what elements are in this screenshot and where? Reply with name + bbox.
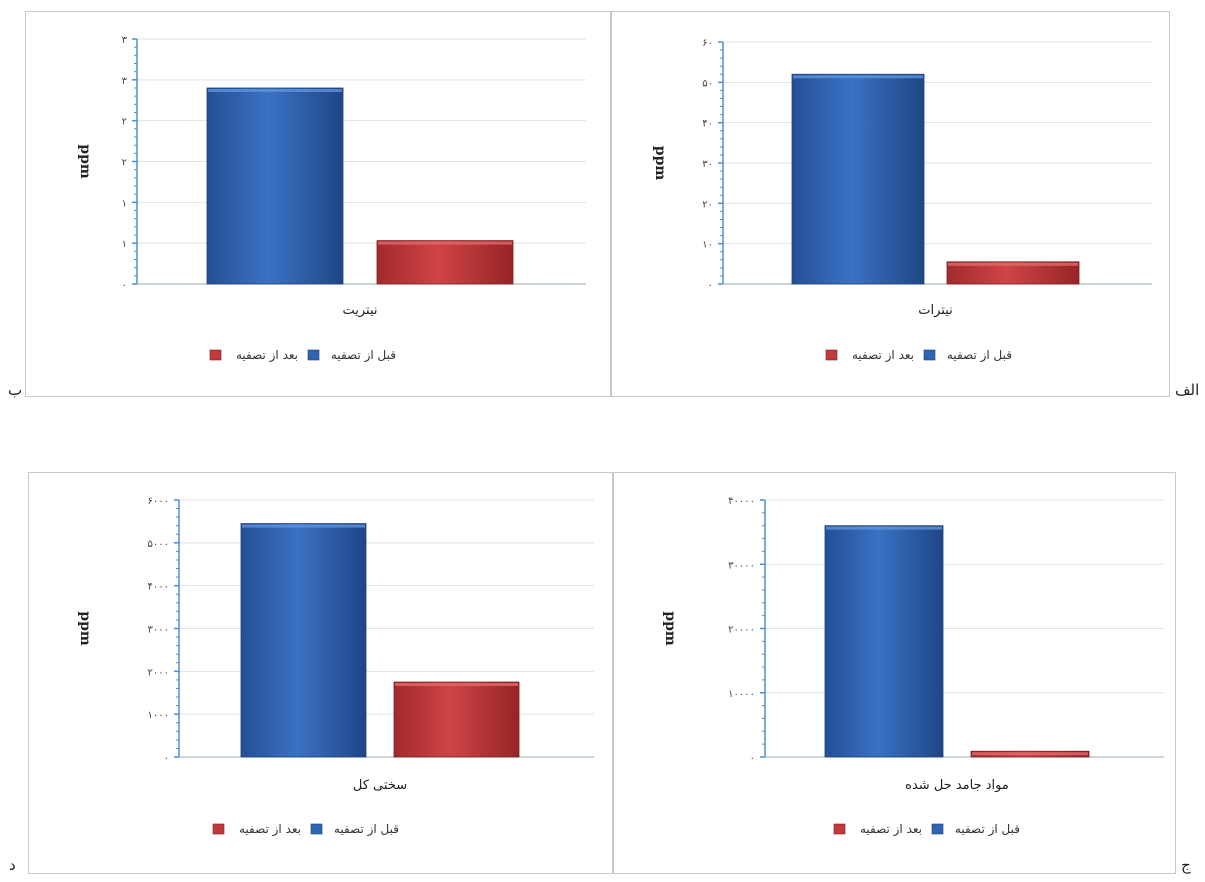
y-tick-label: ۰ xyxy=(708,280,713,291)
panel-label-b: ب xyxy=(8,381,23,399)
y-tick-label: ۴۰۰۰۰ xyxy=(728,496,755,507)
y-tick-label: ۲۰۰۰ xyxy=(148,667,169,678)
bar-before xyxy=(206,87,344,285)
y-tick-label: ۱۰۰۰ xyxy=(148,710,169,721)
y-axis-label: ppm xyxy=(77,144,93,179)
y-tick-label: ۳۰ xyxy=(702,159,713,170)
chart-panel-d: ۰ ۱۰۰۰ ۲۰۰۰ ۳۰۰۰ ۴۰۰۰ ۵۰۰۰ ۶۰۰۰ ppm سختی کل قبل ا… xyxy=(28,472,613,874)
chart-svg-c: ۰ ۱۰۰۰۰ ۲۰۰۰۰ ۳۰۰۰۰ ۴۰۰۰۰ ppm مواد جامد حل شده… xyxy=(662,496,1164,837)
chart-svg-a: ۰ ۱۰ ۲۰ ۳۰ ۴۰ ۵۰ ۶۰ ppm نیترات قبل از تصفیه بعد از… xyxy=(652,38,1152,363)
panel-label-a: الف xyxy=(1175,381,1200,399)
bar-highlight xyxy=(793,75,923,79)
legend: قبل از تصفیه بعد از تصفیه xyxy=(212,822,399,837)
legend: قبل از تصفیه بعد از تصفیه xyxy=(209,348,396,363)
y-axis-label: ppm xyxy=(652,146,668,181)
bar-after xyxy=(376,240,514,285)
legend-label-before: قبل از تصفیه xyxy=(334,822,399,837)
chart-panel-a: ۰ ۱۰ ۲۰ ۳۰ ۴۰ ۵۰ ۶۰ ppm نیترات قبل از تصفیه بعد از… xyxy=(611,11,1170,397)
y-tick-label: ۲۰۰۰۰ xyxy=(728,625,755,636)
y-tick-label: ۲ xyxy=(122,117,127,128)
y-tick-label: ۰ xyxy=(122,280,127,291)
bar-highlight xyxy=(395,683,518,687)
y-axis-label: ppm xyxy=(662,611,678,646)
legend-label-after: بعد از تصفیه xyxy=(236,348,298,363)
legend-swatch-before xyxy=(923,349,936,361)
chart-panel-b: ۰ ۱ ۱ ۲ ۲ ۳ ۳ ppm نیتریت قبل از تصفیه بعد از تصفیه xyxy=(25,11,611,397)
legend-label-after: بعد از تصفیه xyxy=(239,822,301,837)
category-label: مواد جامد حل شده xyxy=(905,778,1009,793)
legend-swatch-after xyxy=(825,349,838,361)
y-tick-label: ۴۰۰۰ xyxy=(148,582,169,593)
bar-highlight xyxy=(826,526,942,530)
legend-label-after: بعد از تصفیه xyxy=(860,822,922,837)
chart-panel-c: ۰ ۱۰۰۰۰ ۲۰۰۰۰ ۳۰۰۰۰ ۴۰۰۰۰ ppm مواد جامد حل شده… xyxy=(613,472,1176,874)
y-axis-label: ppm xyxy=(77,611,93,646)
panel-label-c: ج xyxy=(1181,856,1191,874)
bar-before xyxy=(240,523,367,758)
y-tick-label: ۵۰ xyxy=(702,78,713,89)
y-tick-label: ۶۰۰۰ xyxy=(148,496,169,507)
bar-highlight xyxy=(948,262,1078,266)
y-tick-label: ۶۰ xyxy=(702,38,713,49)
y-tick-label: ۱۰۰۰۰ xyxy=(728,689,755,700)
legend-swatch-before xyxy=(307,349,320,361)
y-tick-label: ۵۰۰۰ xyxy=(148,539,169,550)
legend-label-before: قبل از تصفیه xyxy=(331,348,396,363)
y-tick-label: ۰ xyxy=(164,753,169,764)
chart-svg-d: ۰ ۱۰۰۰ ۲۰۰۰ ۳۰۰۰ ۴۰۰۰ ۵۰۰۰ ۶۰۰۰ ppm سختی کل قبل ا… xyxy=(77,496,594,837)
bar-highlight xyxy=(972,752,1088,756)
legend-swatch-before xyxy=(931,823,944,835)
y-tick-label: ۱ xyxy=(122,239,127,250)
y-tick-label: ۱۰ xyxy=(702,240,713,251)
y-tick-label: ۳ xyxy=(122,76,128,87)
category-label: نیترات xyxy=(918,303,953,318)
bar-highlight xyxy=(242,524,365,528)
y-tick-label: ۲ xyxy=(122,158,127,169)
y-tick-label: ۰ xyxy=(750,753,755,764)
legend: قبل از تصفیه بعد از تصفیه xyxy=(825,348,1012,363)
panel-label-d: د xyxy=(9,856,16,874)
legend: قبل از تصفیه بعد از تصفیه xyxy=(833,822,1020,837)
legend-label-before: قبل از تصفیه xyxy=(955,822,1020,837)
legend-label-before: قبل از تصفیه xyxy=(947,348,1012,363)
bar-highlight xyxy=(208,89,342,92)
legend-swatch-after xyxy=(212,823,225,835)
y-tick-label: ۴۰ xyxy=(702,119,713,130)
bar-after xyxy=(393,681,520,758)
category-label: نیتریت xyxy=(342,303,377,318)
legend-swatch-after xyxy=(209,349,222,361)
legend-swatch-before xyxy=(310,823,323,835)
y-tick-label: ۳۰۰۰ xyxy=(148,625,169,636)
bar-after xyxy=(946,261,1080,285)
y-tick-label: ۳ xyxy=(122,35,128,46)
bar-before xyxy=(824,525,944,758)
legend-label-after: بعد از تصفیه xyxy=(852,348,914,363)
y-tick-label: ۳۰۰۰۰ xyxy=(728,560,755,571)
legend-swatch-after xyxy=(833,823,846,835)
y-tick-label: ۱ xyxy=(122,198,127,209)
y-tick-label: ۲۰ xyxy=(702,199,713,210)
bar-highlight xyxy=(378,241,512,245)
chart-svg-b: ۰ ۱ ۱ ۲ ۲ ۳ ۳ ppm نیتریت قبل از تصفیه بعد از تصفیه xyxy=(77,35,586,363)
bar-before xyxy=(791,73,925,285)
category-label: سختی کل xyxy=(353,778,407,793)
